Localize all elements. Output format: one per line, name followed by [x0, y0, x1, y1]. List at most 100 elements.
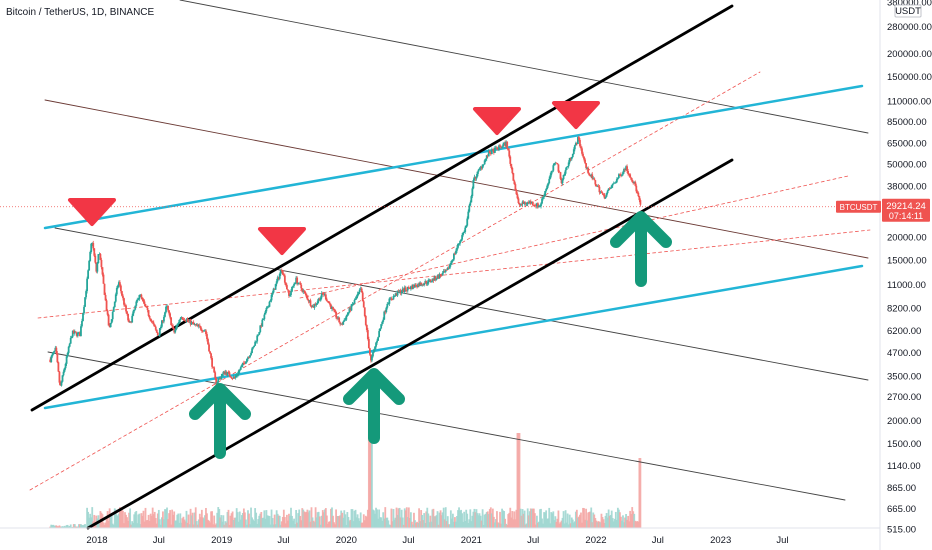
- volume-bar: [544, 512, 547, 528]
- volume-bar: [477, 515, 480, 528]
- volume-bar: [303, 511, 306, 528]
- candle-body: [440, 275, 443, 277]
- candle-body: [398, 290, 401, 292]
- candle-body: [72, 330, 75, 334]
- candle-body: [91, 242, 94, 244]
- candle-body: [296, 277, 299, 284]
- candle-body: [258, 332, 261, 335]
- volume-bar: [377, 518, 379, 528]
- candle-body: [139, 294, 142, 296]
- volume-bar: [288, 513, 290, 528]
- volume-bar: [206, 513, 208, 528]
- candle-body: [251, 348, 253, 353]
- candle-body: [488, 151, 491, 154]
- candle-body: [237, 370, 240, 375]
- volume-bar: [509, 507, 512, 528]
- candle-body: [463, 231, 466, 233]
- candle-body: [459, 241, 461, 244]
- candle-body: [232, 376, 235, 379]
- y-tick-label: 15000.00: [887, 255, 927, 266]
- volume-bar: [551, 513, 554, 528]
- volume-bar: [197, 519, 200, 528]
- volume-bar: [76, 526, 79, 528]
- candle-body: [201, 330, 204, 332]
- volume-bar: [347, 517, 350, 528]
- volume-bar: [144, 507, 147, 528]
- cyan-upper-line: [43, 84, 864, 230]
- volume-bar: [638, 458, 641, 528]
- volume-bar: [533, 513, 536, 528]
- candle-body: [87, 270, 90, 279]
- candle-body: [562, 175, 565, 180]
- volume-bar: [456, 516, 458, 528]
- candle-body: [484, 158, 487, 161]
- candle-body: [234, 375, 237, 378]
- volume-bar: [127, 520, 129, 528]
- volume-bar: [168, 513, 170, 528]
- candle-body: [337, 317, 340, 319]
- volume-bar: [171, 509, 174, 528]
- candle-body: [211, 358, 214, 367]
- candle-body: [347, 312, 350, 315]
- volume-bar: [430, 521, 433, 528]
- volume-bar: [521, 509, 524, 528]
- volume-bar: [355, 517, 358, 528]
- candle-body: [217, 379, 220, 383]
- volume-bar: [261, 518, 264, 528]
- volume-bar: [333, 522, 335, 528]
- candle-body: [113, 301, 116, 308]
- volume-bar: [627, 515, 630, 528]
- volume-bar: [497, 522, 499, 528]
- volume-bar: [63, 525, 66, 528]
- candle-body: [291, 286, 293, 292]
- volume-bar: [460, 509, 462, 528]
- volume-bar: [562, 511, 565, 528]
- volume-bar: [280, 521, 283, 528]
- candle-body: [377, 337, 379, 341]
- candle-body: [405, 290, 408, 291]
- candle-body: [271, 292, 274, 295]
- candle-body: [260, 325, 263, 327]
- volume-bar: [517, 433, 520, 528]
- candle-body: [56, 353, 59, 363]
- candle-body: [196, 324, 199, 327]
- volume-bar: [134, 512, 137, 528]
- volume-bar: [344, 514, 347, 528]
- candle-body: [423, 283, 426, 286]
- volume-bar: [488, 509, 491, 528]
- candle-body: [565, 167, 568, 170]
- candle-body: [475, 176, 478, 179]
- volume-bar: [278, 515, 281, 528]
- volume-bar: [109, 514, 112, 528]
- candle-body: [146, 307, 149, 311]
- volume-bar: [499, 511, 501, 528]
- y-tick-label: 65000.00: [887, 139, 927, 150]
- candle-body: [108, 325, 111, 328]
- volume-bar: [563, 523, 566, 528]
- x-tick-label: Jul: [277, 535, 289, 546]
- volume-bar: [105, 516, 108, 528]
- candle-body: [346, 314, 349, 316]
- volume-bar: [131, 521, 134, 528]
- volume-bar: [238, 511, 241, 528]
- candle-body: [264, 311, 267, 315]
- annotation-arrows: [68, 101, 672, 459]
- volume-bar: [388, 524, 391, 528]
- candle-body: [149, 318, 152, 322]
- candle-body: [370, 354, 372, 361]
- volume-bar: [296, 522, 299, 528]
- volume-bar: [189, 508, 192, 528]
- volume-bar: [71, 526, 74, 528]
- volume-bar: [385, 517, 388, 528]
- candle-body: [507, 148, 510, 151]
- candle-body: [629, 174, 632, 178]
- volume-bar: [165, 509, 167, 528]
- volume-bar: [60, 526, 63, 528]
- volume-bar: [382, 512, 385, 528]
- volume-bar: [392, 509, 395, 528]
- candle-body: [193, 324, 196, 325]
- candle-body: [396, 290, 399, 296]
- volume-bar: [248, 513, 250, 528]
